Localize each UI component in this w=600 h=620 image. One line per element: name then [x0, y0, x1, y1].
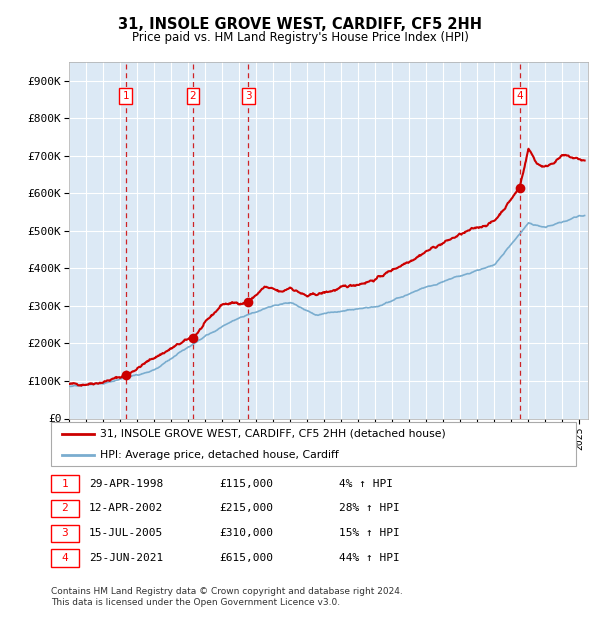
Text: 1: 1 [61, 479, 68, 489]
Text: 44% ↑ HPI: 44% ↑ HPI [339, 553, 400, 563]
Text: £310,000: £310,000 [219, 528, 273, 538]
Text: 15% ↑ HPI: 15% ↑ HPI [339, 528, 400, 538]
Text: 4: 4 [516, 91, 523, 101]
Text: 4% ↑ HPI: 4% ↑ HPI [339, 479, 393, 489]
Text: 15-JUL-2005: 15-JUL-2005 [89, 528, 163, 538]
Text: £215,000: £215,000 [219, 503, 273, 513]
Text: 31, INSOLE GROVE WEST, CARDIFF, CF5 2HH: 31, INSOLE GROVE WEST, CARDIFF, CF5 2HH [118, 17, 482, 32]
Text: Price paid vs. HM Land Registry's House Price Index (HPI): Price paid vs. HM Land Registry's House … [131, 31, 469, 44]
Text: Contains HM Land Registry data © Crown copyright and database right 2024.
This d: Contains HM Land Registry data © Crown c… [51, 587, 403, 606]
Text: £115,000: £115,000 [219, 479, 273, 489]
Text: 29-APR-1998: 29-APR-1998 [89, 479, 163, 489]
Text: 12-APR-2002: 12-APR-2002 [89, 503, 163, 513]
Text: 3: 3 [245, 91, 251, 101]
Text: 4: 4 [61, 553, 68, 563]
Text: 2: 2 [61, 503, 68, 513]
Text: 3: 3 [61, 528, 68, 538]
Text: HPI: Average price, detached house, Cardiff: HPI: Average price, detached house, Card… [100, 450, 339, 460]
Text: 31, INSOLE GROVE WEST, CARDIFF, CF5 2HH (detached house): 31, INSOLE GROVE WEST, CARDIFF, CF5 2HH … [100, 429, 446, 439]
Text: 1: 1 [122, 91, 129, 101]
Text: 25-JUN-2021: 25-JUN-2021 [89, 553, 163, 563]
Text: 2: 2 [190, 91, 196, 101]
Text: 28% ↑ HPI: 28% ↑ HPI [339, 503, 400, 513]
Text: £615,000: £615,000 [219, 553, 273, 563]
